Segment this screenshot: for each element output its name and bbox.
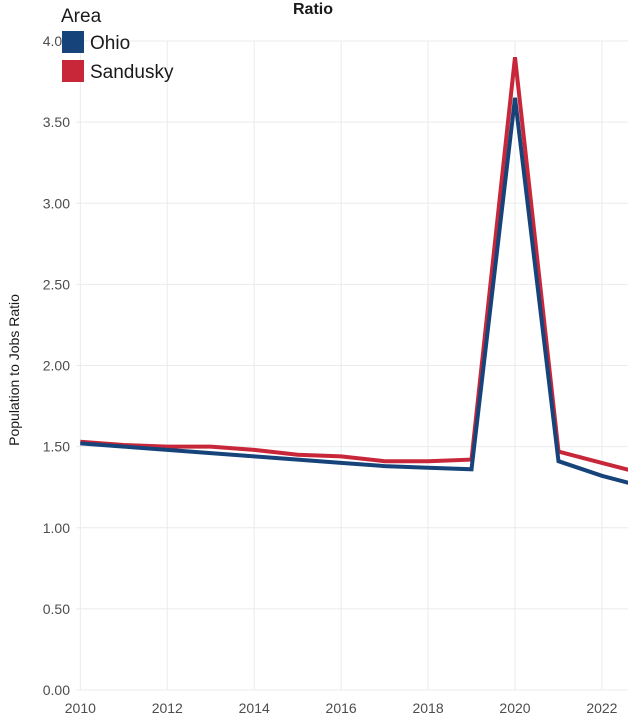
chart-title: Ratio	[293, 1, 333, 18]
legend-label-ohio: Ohio	[90, 33, 130, 54]
x-tick-label: 2016	[326, 700, 357, 716]
x-tick-label: 2022	[586, 700, 617, 716]
y-tick-label: 3.00	[43, 195, 70, 211]
y-axis-label: Population to Jobs Ratio	[6, 294, 22, 446]
legend-title: Area	[61, 6, 102, 27]
y-tick-label: 0.00	[43, 682, 70, 698]
x-tick-label: 2010	[65, 700, 96, 716]
grid	[76, 40, 628, 691]
x-tick-label: 2018	[412, 700, 443, 716]
series-line-ohio	[80, 97, 628, 485]
legend-label-sandusky: Sandusky	[90, 62, 174, 83]
x-tick-label: 2012	[152, 700, 183, 716]
legend-swatch-ohio	[62, 31, 84, 53]
series-lines	[80, 56, 628, 485]
x-tick-label: 2020	[499, 700, 530, 716]
y-tick-label: 3.50	[43, 114, 70, 130]
y-tick-label: 2.00	[43, 358, 70, 374]
series-line-sandusky	[80, 56, 628, 472]
y-tick-label: 2.50	[43, 276, 70, 292]
tick-labels: 0.000.501.001.502.002.503.003.504.002010…	[43, 33, 618, 716]
legend-swatch-sandusky	[62, 60, 84, 82]
y-tick-label: 1.50	[43, 439, 70, 455]
x-tick-label: 2014	[239, 700, 270, 716]
y-tick-label: 0.50	[43, 601, 70, 617]
y-tick-label: 1.00	[43, 520, 70, 536]
legend: Area Ohio Sandusky	[61, 6, 174, 83]
